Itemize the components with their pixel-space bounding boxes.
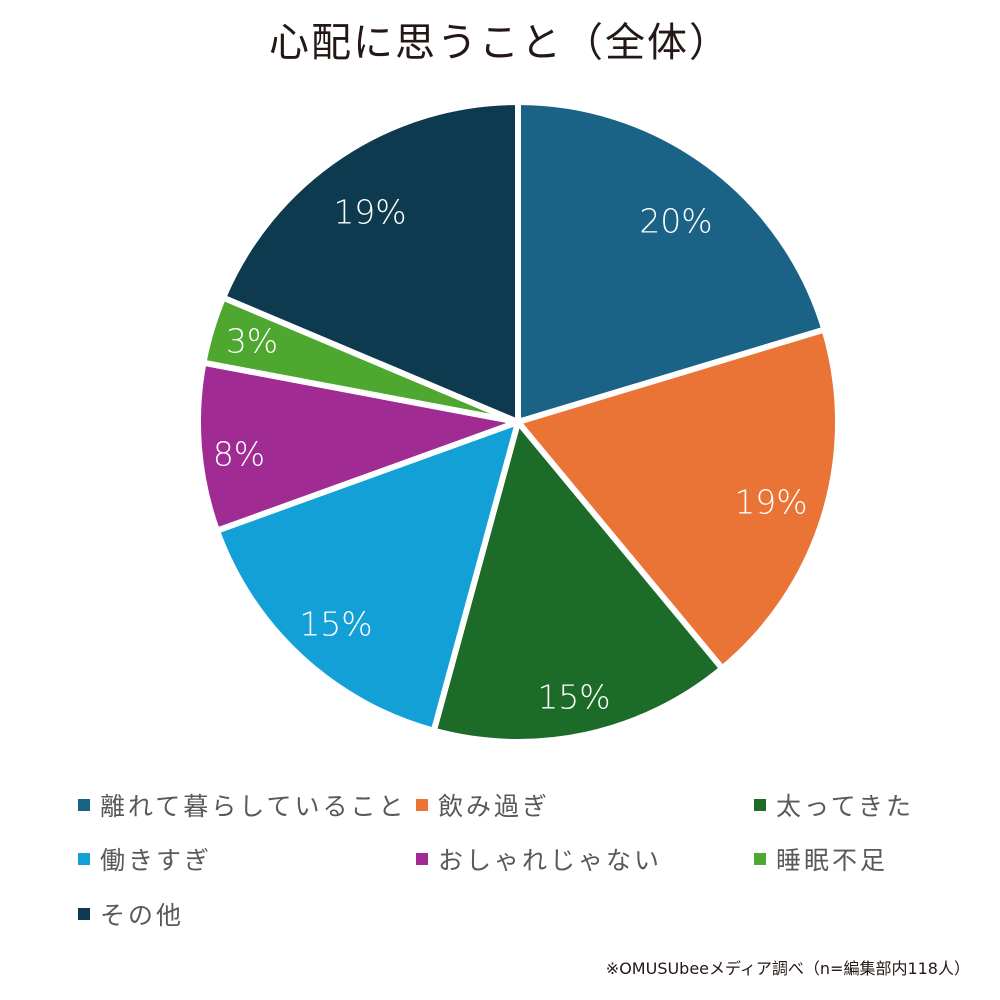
data-label-drinking-too-much: 19%	[734, 483, 807, 522]
slice-overworking[interactable]	[213, 417, 523, 735]
legend-label: 太ってきた	[776, 792, 915, 821]
data-label-gaining-weight: 15%	[537, 678, 610, 717]
legend-label: おしゃれじゃない	[438, 846, 663, 875]
data-label-other: 19%	[333, 193, 406, 232]
legend-swatch-icon	[416, 853, 428, 865]
data-label-lack-of-sleep: 3%	[226, 322, 278, 361]
data-label-living-apart: 20%	[639, 202, 712, 241]
legend-item-gaining-weight[interactable]: 太ってきた	[754, 787, 914, 823]
legend-swatch-icon	[78, 853, 90, 865]
legend-label: 睡眠不足	[776, 846, 889, 875]
legend-label: 離れて暮らしていること	[100, 792, 407, 821]
legend-swatch-icon	[754, 799, 766, 811]
data-labels: 20% 19% 15% 15% 8% 3% 19%	[213, 193, 808, 717]
slice-not-fashionable[interactable]	[194, 359, 530, 535]
slice-gaining-weight[interactable]	[430, 415, 727, 745]
data-label-overworking: 15%	[299, 605, 372, 644]
legend-label: その他	[100, 901, 185, 930]
legend-swatch-icon	[78, 799, 90, 811]
source-note: ※OMUSUbeeメディア調べ（n=編集部内118人）	[605, 959, 970, 978]
slice-other[interactable]	[219, 98, 521, 427]
slice-drinking-too-much[interactable]	[512, 325, 841, 673]
slice-living-apart[interactable]	[515, 98, 829, 427]
legend-item-lack-of-sleep[interactable]: 睡眠不足	[754, 841, 888, 877]
data-label-not-fashionable: 8%	[213, 435, 265, 474]
chart-title: 心配に思うこと（全体）	[269, 20, 731, 66]
legend-item-living-apart[interactable]: 離れて暮らしていること	[78, 787, 407, 823]
legend-label: 働きすぎ	[100, 846, 213, 875]
legend-item-not-fashionable[interactable]: おしゃれじゃない	[416, 841, 662, 877]
legend-item-drinking-too-much[interactable]: 飲み過ぎ	[416, 787, 550, 823]
legend-item-overworking[interactable]: 働きすぎ	[78, 841, 212, 877]
legend-swatch-icon	[78, 908, 90, 920]
legend-label: 飲み過ぎ	[438, 792, 551, 821]
legend-swatch-icon	[754, 853, 766, 865]
pie-slices	[194, 98, 841, 745]
legend-item-other[interactable]: その他	[78, 896, 184, 932]
legend-swatch-icon	[416, 799, 428, 811]
